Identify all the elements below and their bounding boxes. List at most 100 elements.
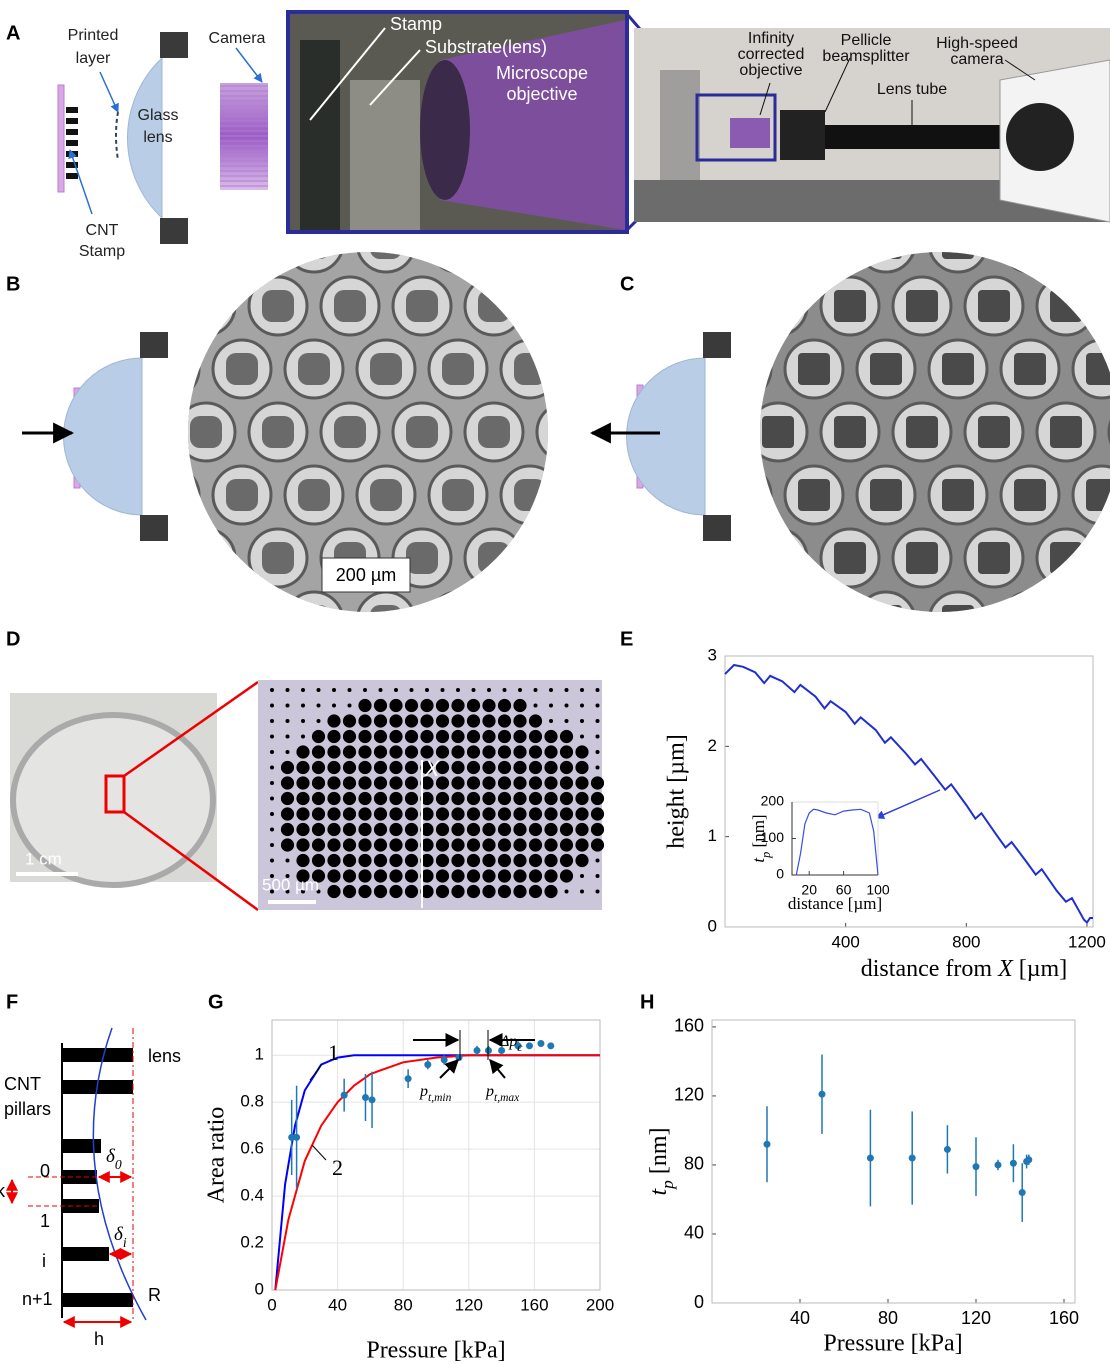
printed-dot [513,698,527,713]
printed-dot [285,719,290,723]
printed-spot [478,290,510,322]
panel-label: H [640,991,654,1013]
printed-dot [544,884,558,899]
printed-dot [270,843,274,847]
printed-dot [327,822,341,837]
printed-dot [435,822,450,837]
printed-dot [544,791,558,806]
x-tick-label: 40 [790,1308,810,1328]
printed-dot [342,745,357,759]
x-tick-label: 120 [455,1295,483,1314]
printed-spot [834,290,866,322]
well [760,590,773,612]
printed-dot [435,869,450,883]
printed-spot [298,605,330,612]
printed-spot [1086,479,1110,511]
printed-dot [466,714,481,728]
data-point [340,1091,348,1099]
printed-dot [285,750,290,754]
x-axis-label: Pressure [kPa] [823,1331,962,1357]
printed-dot [373,807,388,821]
stamp-backing [57,84,65,193]
pillar [62,1247,109,1261]
printed-dot [316,703,321,708]
printed-dot [420,698,434,713]
printed-dot [327,838,341,852]
printed-spot [370,479,402,511]
data-point [866,1154,874,1162]
printed-spot [1050,416,1082,448]
annotation: pt,min [419,1083,452,1104]
printed-dot [404,760,419,775]
printed-dot [580,688,584,692]
printed-dot [466,760,481,775]
printed-dot [332,688,336,692]
printed-spot [798,605,830,612]
text-part: X [997,956,1014,982]
cnt-pillar [66,107,78,113]
well [355,590,417,612]
printed-dot [590,776,605,790]
well [609,529,667,587]
printed-spot [154,479,186,511]
printed-dot [497,776,512,790]
printed-layer [115,111,119,161]
annotation: Microscope [496,63,588,83]
printed-dot [435,745,450,759]
printed-spot [978,542,1010,574]
well [641,592,699,650]
annotation: Substrate(lens) [425,37,547,57]
pointer-line [309,1063,323,1081]
printed-dot [528,853,543,868]
printed-spot [46,290,78,322]
x-tick-label: 120 [961,1308,991,1328]
well [783,252,845,274]
well [999,590,1061,612]
x-tick-label: 800 [952,932,980,951]
printed-dot [358,714,372,728]
printed-dot [466,791,481,806]
annotation: n+1 [22,1289,53,1309]
printed-dot [285,688,290,692]
x-tick-label: 40 [328,1295,347,1314]
inset-bg [792,802,878,875]
printed-dot [451,884,465,899]
lens-holder [703,332,731,358]
y-axis-label: tp [nm] [646,1128,678,1196]
y-axis-label: tp [nm] [749,814,773,862]
photo-substrate [350,80,420,230]
printed-dot [425,688,429,692]
printed-dot [451,869,465,883]
printed-dot [580,703,584,708]
printed-dot [270,812,274,816]
printed-dot [373,698,388,713]
printed-dot [327,776,341,790]
printed-spot [618,542,650,574]
y-tick-label: 160 [674,1016,704,1036]
annotation: High-speed [936,35,1018,52]
printed-dot [497,760,512,775]
printed-spot [1014,479,1046,511]
printed-dot [482,853,496,868]
printed-dot [497,729,512,744]
data-point [1025,1156,1033,1164]
inset-arrow [875,789,941,819]
annotation: corrected [738,46,805,63]
lens-holder [160,32,188,58]
annotation: CNT [4,1074,41,1094]
photo-stamp [300,40,340,230]
cnt-pillar [66,140,78,146]
well [605,529,663,587]
printed-dot [590,838,605,852]
printed-dot [280,822,295,837]
printed-spot [942,605,974,612]
printed-dot [564,703,569,708]
well [1107,401,1110,463]
data-point [994,1161,1002,1169]
y-tick-label: 0 [708,916,717,935]
y-tick-label: 0 [776,866,784,882]
well [535,275,548,337]
printed-dot [389,760,403,775]
printed-dot [280,807,295,821]
printed-dot [549,688,553,692]
